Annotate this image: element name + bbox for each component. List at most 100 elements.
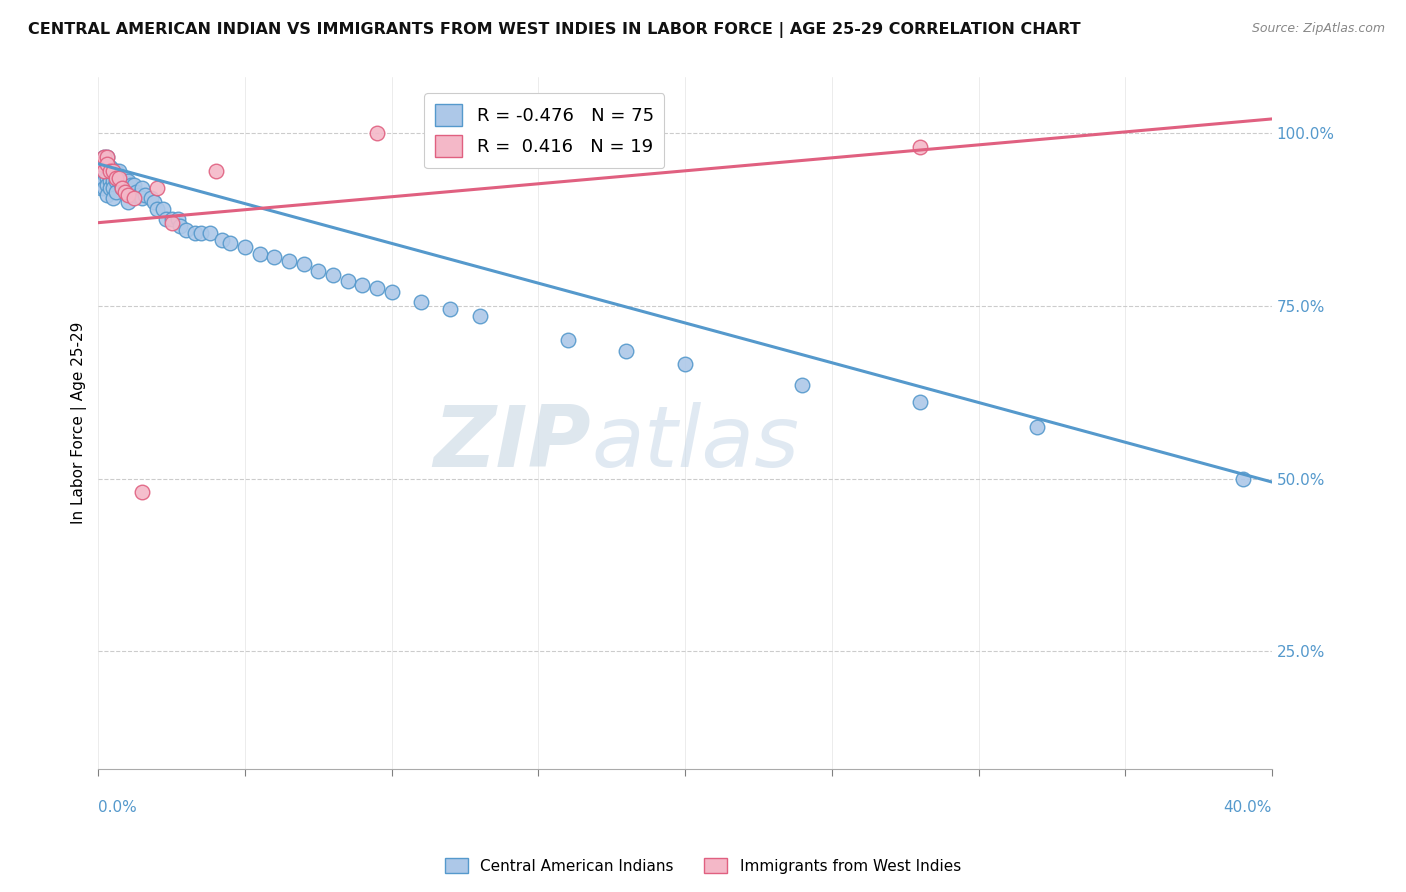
Point	[111, 181, 134, 195]
Point	[468, 309, 491, 323]
Point	[204, 163, 226, 178]
Point	[117, 188, 139, 202]
Point	[673, 358, 696, 372]
Point	[169, 219, 191, 234]
Legend: Central American Indians, Immigrants from West Indies: Central American Indians, Immigrants fro…	[439, 852, 967, 880]
Point	[96, 178, 118, 192]
Point	[93, 163, 115, 178]
Point	[439, 302, 461, 317]
Point	[90, 170, 112, 185]
Point	[1232, 471, 1254, 485]
Point	[233, 240, 256, 254]
Point	[120, 188, 142, 202]
Point	[98, 181, 121, 195]
Point	[336, 275, 359, 289]
Point	[366, 126, 388, 140]
Text: 40.0%: 40.0%	[1223, 799, 1272, 814]
Point	[322, 268, 344, 282]
Point	[211, 233, 233, 247]
Text: CENTRAL AMERICAN INDIAN VS IMMIGRANTS FROM WEST INDIES IN LABOR FORCE | AGE 25-2: CENTRAL AMERICAN INDIAN VS IMMIGRANTS FR…	[28, 22, 1081, 38]
Text: ZIP: ZIP	[433, 402, 592, 485]
Point	[108, 163, 131, 178]
Point	[278, 253, 301, 268]
Point	[122, 178, 145, 192]
Point	[111, 170, 134, 185]
Point	[131, 181, 153, 195]
Point	[96, 157, 118, 171]
Point	[93, 174, 115, 188]
Point	[152, 202, 174, 216]
Point	[117, 174, 139, 188]
Point	[104, 163, 127, 178]
Point	[104, 174, 127, 188]
Legend: R = -0.476   N = 75, R =  0.416   N = 19: R = -0.476 N = 75, R = 0.416 N = 19	[425, 94, 665, 168]
Text: Source: ZipAtlas.com: Source: ZipAtlas.com	[1251, 22, 1385, 36]
Point	[122, 191, 145, 205]
Point	[143, 194, 166, 209]
Point	[366, 281, 388, 295]
Point	[114, 170, 136, 185]
Point	[117, 194, 139, 209]
Point	[146, 202, 169, 216]
Point	[146, 181, 169, 195]
Point	[98, 174, 121, 188]
Point	[93, 163, 115, 178]
Point	[131, 191, 153, 205]
Point	[90, 181, 112, 195]
Point	[93, 181, 115, 195]
Point	[184, 226, 207, 240]
Point	[131, 485, 153, 500]
Point	[96, 150, 118, 164]
Point	[98, 161, 121, 175]
Point	[1026, 419, 1049, 434]
Point	[160, 212, 183, 227]
Point	[101, 191, 124, 205]
Point	[108, 174, 131, 188]
Point	[96, 170, 118, 185]
Point	[111, 181, 134, 195]
Point	[108, 170, 131, 185]
Text: 0.0%: 0.0%	[98, 799, 138, 814]
Point	[98, 163, 121, 178]
Point	[117, 181, 139, 195]
Point	[409, 295, 432, 310]
Point	[616, 343, 638, 358]
Point	[104, 170, 127, 185]
Point	[128, 188, 150, 202]
Point	[155, 212, 177, 227]
Point	[114, 185, 136, 199]
Point	[114, 181, 136, 195]
Point	[166, 212, 188, 227]
Point	[160, 216, 183, 230]
Point	[908, 395, 931, 409]
Point	[263, 250, 285, 264]
Point	[381, 285, 404, 299]
Point	[104, 185, 127, 199]
Point	[93, 150, 115, 164]
Point	[141, 191, 163, 205]
Point	[307, 264, 329, 278]
Point	[101, 163, 124, 178]
Point	[90, 157, 112, 171]
Point	[908, 139, 931, 153]
Point	[96, 188, 118, 202]
Point	[219, 236, 242, 251]
Point	[96, 150, 118, 164]
Point	[101, 163, 124, 178]
Point	[90, 157, 112, 171]
Point	[176, 222, 198, 236]
Point	[101, 181, 124, 195]
Text: atlas: atlas	[592, 402, 799, 485]
Point	[198, 226, 221, 240]
Point	[96, 161, 118, 175]
Point	[557, 333, 579, 347]
Point	[792, 378, 814, 392]
Point	[120, 178, 142, 192]
Point	[122, 188, 145, 202]
Point	[249, 247, 271, 261]
Point	[125, 185, 148, 199]
Point	[352, 277, 374, 292]
Point	[93, 150, 115, 164]
Point	[134, 188, 156, 202]
Y-axis label: In Labor Force | Age 25-29: In Labor Force | Age 25-29	[72, 322, 87, 524]
